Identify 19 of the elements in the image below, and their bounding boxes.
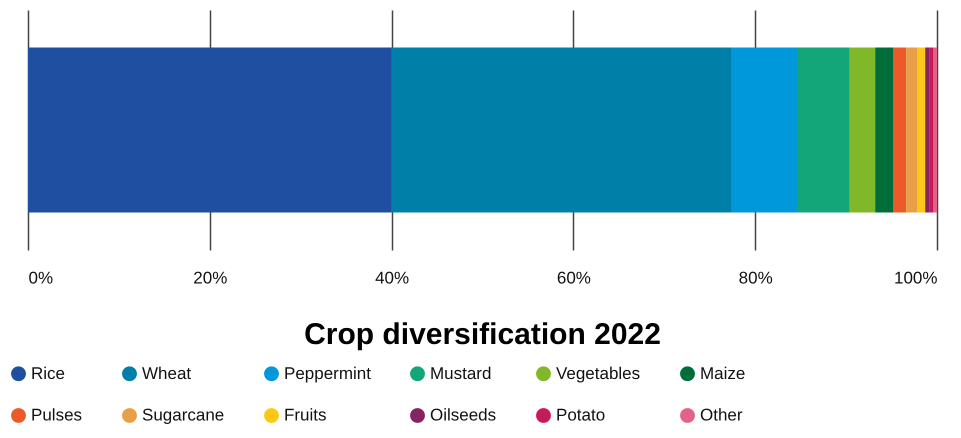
legend-label: Mustard (430, 364, 492, 383)
legend-label: Vegetables (556, 364, 640, 383)
legend-label: Maize (700, 364, 746, 383)
x-tick-label: 40% (375, 268, 410, 288)
x-tick-label: 100% (894, 268, 938, 288)
legend-label: Wheat (142, 364, 192, 383)
legend-label: Pulses (31, 406, 82, 424)
legend-label: Other (700, 406, 743, 424)
legend-label: Sugarcane (142, 406, 224, 424)
x-tick-label: 20% (193, 268, 228, 288)
legend-label: Peppermint (284, 364, 372, 383)
legend-label: Rice (31, 364, 66, 383)
legend-label: Oilseeds (430, 406, 496, 424)
legend-label: Fruits (284, 406, 326, 424)
legend-label: Potato (556, 406, 606, 424)
x-tick-label: 80% (738, 268, 773, 288)
x-tick-label: 0% (28, 268, 54, 288)
text: Crop diversification 2022 (304, 318, 661, 351)
x-tick-label: 60% (556, 268, 591, 288)
